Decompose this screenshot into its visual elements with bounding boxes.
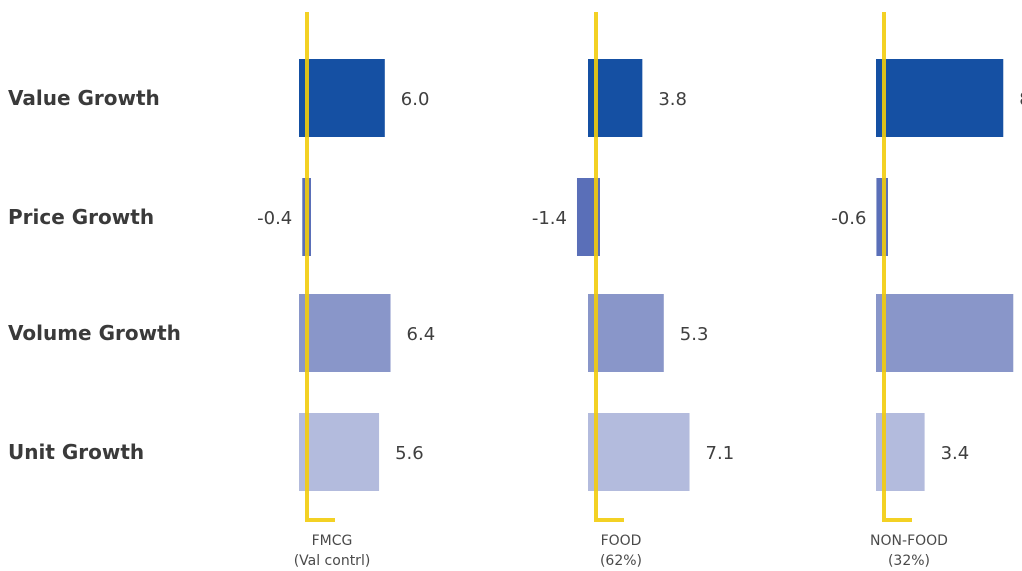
axis-line <box>882 12 912 522</box>
data-label: 3.8 <box>658 89 687 110</box>
data-label: 7.1 <box>706 443 735 464</box>
panel-sublabel: (32%) <box>888 553 930 569</box>
bar <box>299 59 385 137</box>
bar <box>588 294 664 372</box>
panel-2: 3.8 -1.4 5.3 7.1 FOOD (62%) <box>532 12 734 569</box>
data-label: 5.6 <box>395 443 424 464</box>
axis-line <box>594 12 624 522</box>
axis-line <box>305 12 335 522</box>
row-label: Volume Growth <box>8 321 181 345</box>
data-label: 8.9 <box>1019 89 1022 110</box>
data-label: 6.4 <box>407 324 436 345</box>
bar <box>299 294 391 372</box>
panel-1: 6.0 -0.4 6.4 5.6 FMCG (Val contrl) <box>257 12 435 569</box>
row-label: Unit Growth <box>8 440 144 464</box>
data-label: 5.3 <box>680 324 709 345</box>
bar <box>876 59 1004 137</box>
data-label: -1.4 <box>532 208 567 229</box>
panel-label: FMCG <box>312 533 353 549</box>
data-label: -0.6 <box>831 208 866 229</box>
bar <box>299 413 380 491</box>
data-label: 6.0 <box>401 89 430 110</box>
panel-sublabel: (Val contrl) <box>294 553 371 569</box>
bar <box>588 413 690 491</box>
bar <box>876 294 1014 372</box>
data-label: -0.4 <box>257 208 292 229</box>
panel-label: FOOD <box>601 533 642 549</box>
panel-sublabel: (62%) <box>600 553 642 569</box>
data-label: 3.4 <box>941 443 970 464</box>
row-label: Price Growth <box>8 205 154 229</box>
row-label: Value Growth <box>8 86 160 110</box>
panel-label: NON-FOOD <box>870 533 948 549</box>
